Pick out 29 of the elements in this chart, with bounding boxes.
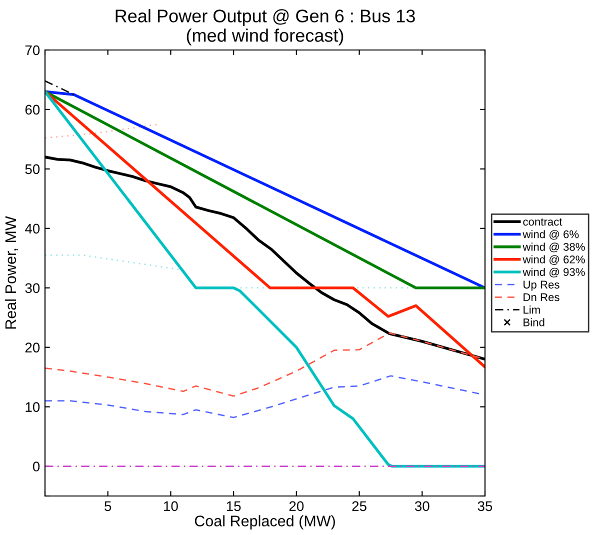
legend-label: wind @ 62%: [522, 255, 585, 265]
legend-label: Bind: [524, 318, 544, 326]
x-tick-label: 30: [414, 501, 430, 512]
x-tick-label: 15: [226, 501, 241, 512]
legend-label: Lim: [524, 306, 540, 314]
legend-label: Dn Res: [524, 293, 560, 302]
x-tick-label: 20: [289, 501, 304, 512]
y-tick-label: 40: [25, 224, 40, 234]
x-tick-label: 35: [478, 501, 492, 512]
y-tick-label: 60: [25, 104, 40, 115]
x-tick-label: 5: [104, 501, 112, 512]
y-tick-label: 0: [32, 462, 40, 472]
legend-label: wind @ 93%: [522, 268, 585, 278]
y-tick-label: 30: [25, 283, 40, 294]
legend-label: contract: [523, 218, 562, 226]
x-tick-label: 25: [352, 501, 366, 512]
y-axis-title: Real Power, MW: [4, 216, 18, 329]
chart-title: Real Power Output @ Gen 6 : Bus 13 (med wind forecast): [116, 9, 415, 46]
y-tick-label: 70: [25, 45, 40, 56]
legend-label: Up Res: [524, 280, 560, 291]
line-series: [45, 90, 485, 468]
legend-label: wind @ 6%: [522, 230, 579, 240]
y-tick-label: 50: [25, 164, 40, 174]
legend-label: wind @ 38%: [522, 242, 585, 252]
x-axis-title: Coal Replaced (MW): [194, 515, 335, 530]
x-tick-label: 10: [164, 501, 178, 512]
y-tick-label: 20: [25, 342, 40, 353]
line-series: [45, 90, 485, 368]
y-tick-label: 10: [26, 402, 40, 412]
